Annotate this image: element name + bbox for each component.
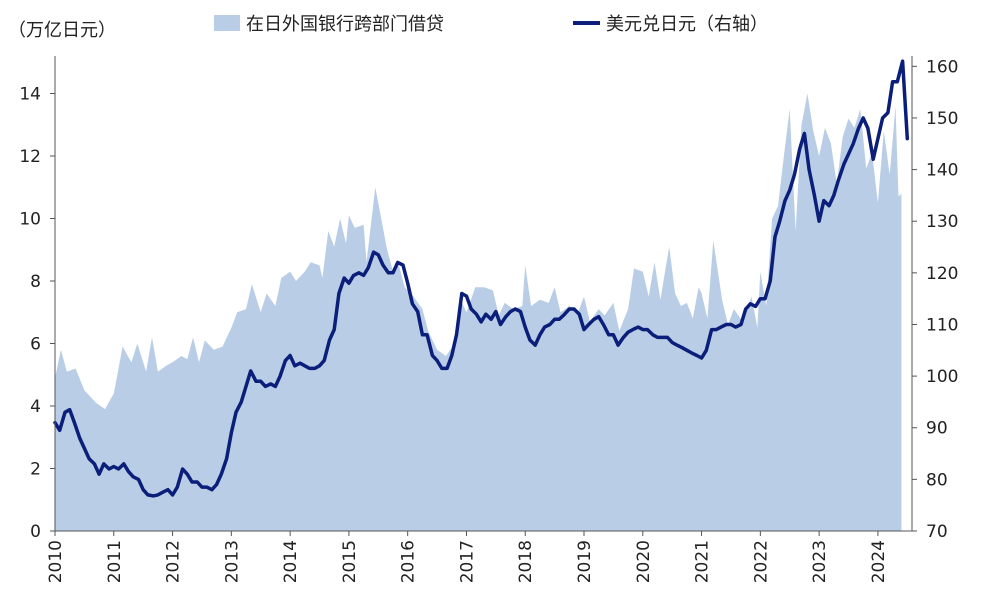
legend-line-label: 美元兑日元（右轴） <box>606 14 768 35</box>
left-tick-label: 12 <box>19 147 41 167</box>
left-tick-label: 2 <box>30 460 41 480</box>
x-tick-label: 2020 <box>634 540 654 583</box>
x-tick-label: 2016 <box>399 540 419 583</box>
right-tick-label: 120 <box>926 264 958 284</box>
x-tick-label: 2017 <box>457 540 477 583</box>
right-tick-label: 110 <box>926 315 958 335</box>
left-tick-label: 6 <box>30 335 41 355</box>
x-tick-label: 2021 <box>693 540 713 583</box>
right-tick-label: 90 <box>926 419 948 439</box>
right-tick-label: 130 <box>926 212 958 232</box>
x-tick-label: 2013 <box>222 540 242 583</box>
x-tick-label: 2015 <box>340 540 360 583</box>
left-tick-label: 0 <box>30 522 41 542</box>
legend-area-label: 在日外国银行跨部门借贷 <box>246 14 444 35</box>
left-tick-label: 10 <box>19 210 41 230</box>
left-tick-label: 14 <box>19 85 41 105</box>
right-tick-label: 70 <box>926 522 948 542</box>
right-axis-ticks: 70 80 90 100 110 120 130 140 150 160 <box>912 57 958 542</box>
right-tick-label: 160 <box>926 57 958 77</box>
x-tick-label: 2022 <box>751 540 771 583</box>
left-tick-label: 4 <box>30 397 41 417</box>
x-tick-label: 2012 <box>164 540 184 583</box>
x-tick-label: 2011 <box>105 540 125 583</box>
usdjpy-line-series <box>53 59 910 498</box>
x-axis-ticks: 2010 2011 2012 2013 2014 2015 2016 2017 2018 2019… <box>46 531 889 583</box>
x-tick-label: 2014 <box>281 540 301 583</box>
right-tick-label: 140 <box>926 161 958 181</box>
right-tick-label: 80 <box>926 470 948 490</box>
left-unit-label: （万亿日元） <box>8 20 116 41</box>
legend-area-swatch <box>214 15 240 31</box>
left-axis-ticks: 0 2 4 6 8 10 12 14 <box>19 85 55 542</box>
x-tick-label: 2023 <box>810 540 830 583</box>
x-tick-label: 2010 <box>46 540 66 583</box>
right-tick-label: 150 <box>926 109 958 129</box>
loan-area-series <box>55 93 902 531</box>
x-tick-label: 2019 <box>575 540 595 583</box>
right-tick-label: 100 <box>926 367 958 387</box>
x-tick-label: 2018 <box>516 540 536 583</box>
x-tick-label: 2024 <box>869 540 889 583</box>
left-tick-label: 8 <box>30 272 41 292</box>
